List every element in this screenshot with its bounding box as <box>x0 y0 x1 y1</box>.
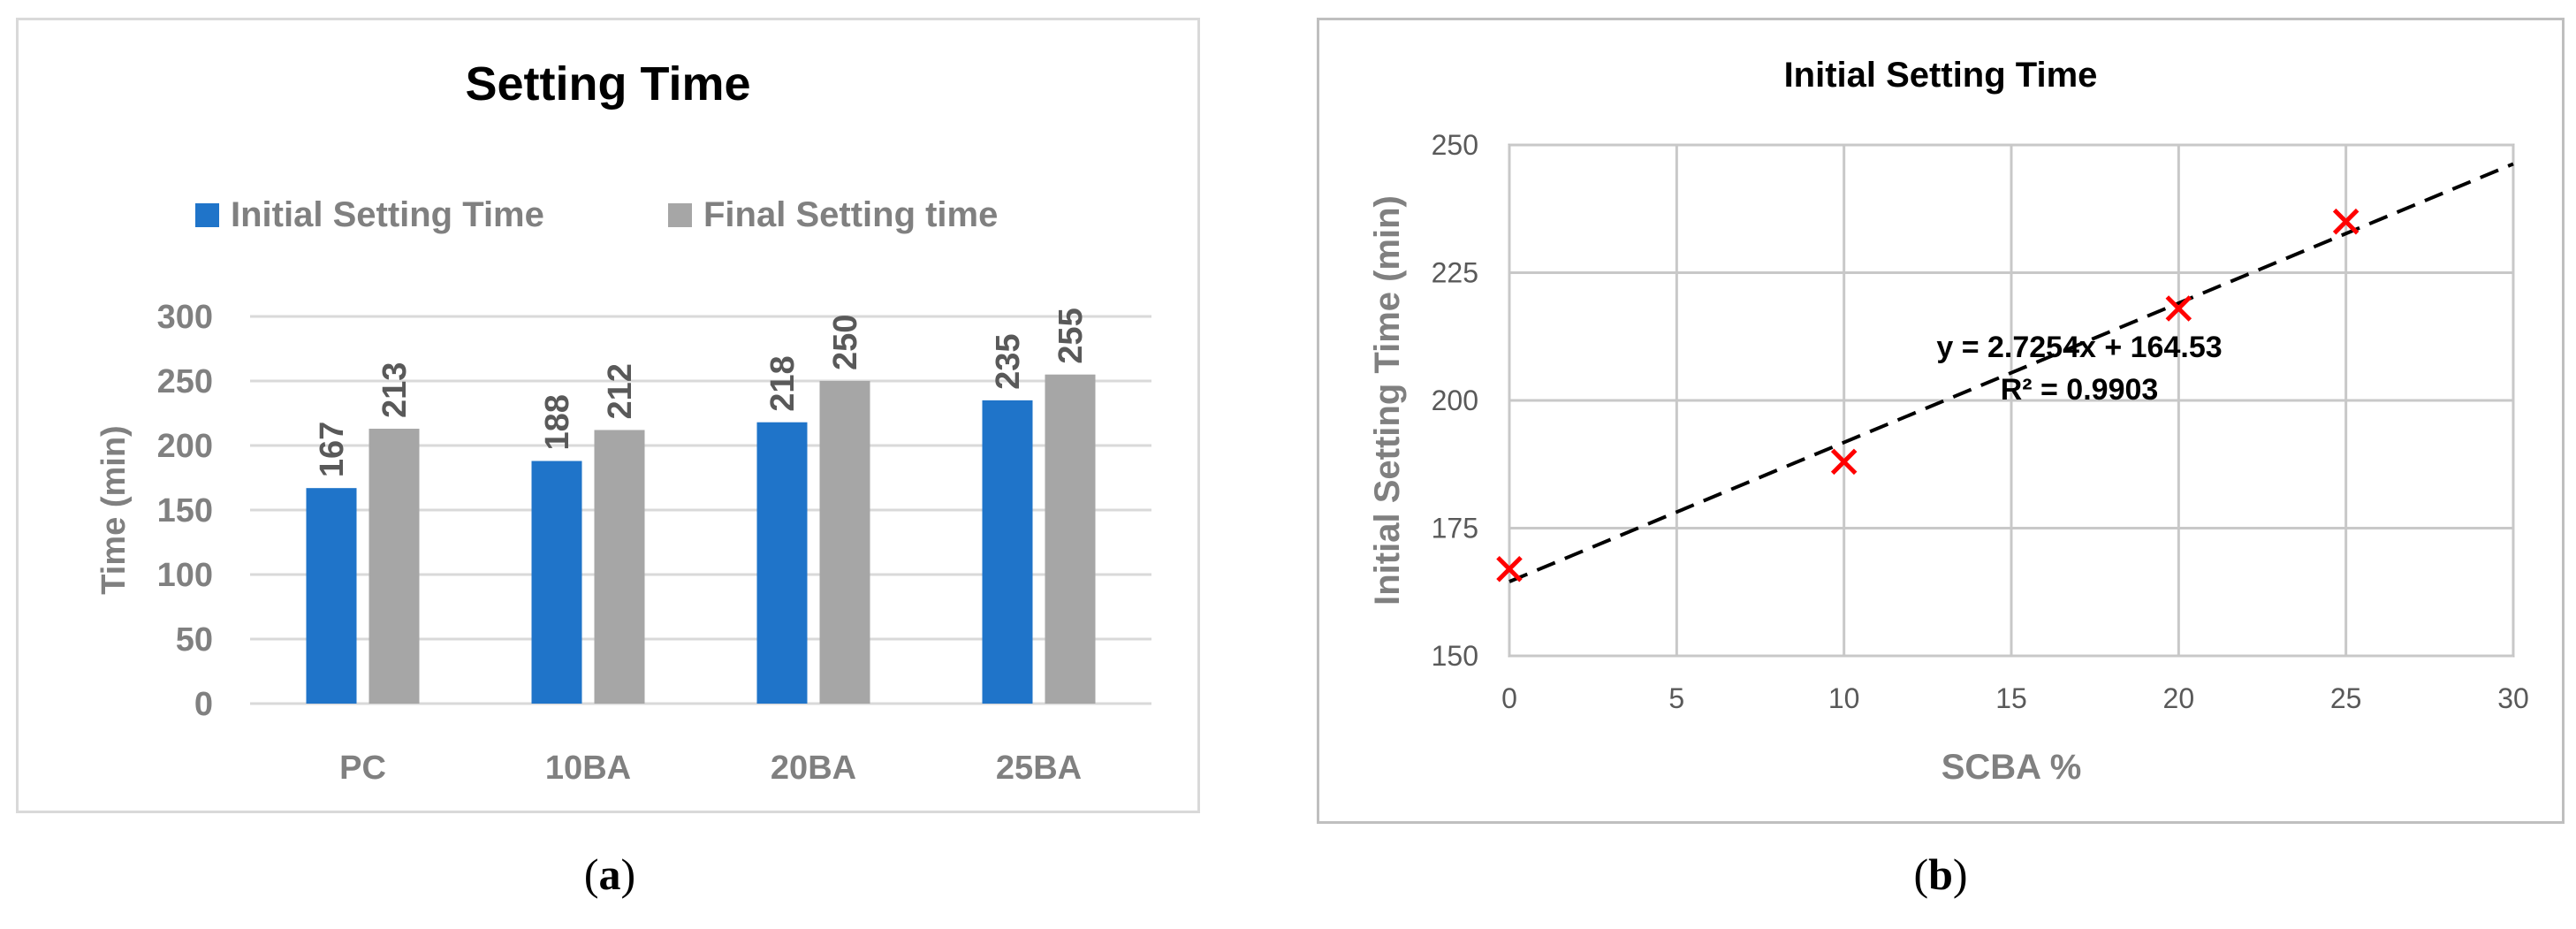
x-tick-label: PC <box>339 750 386 787</box>
x-tick-label: 20BA <box>771 750 856 787</box>
caption-a: (a) <box>583 849 636 899</box>
marker-stroke <box>1830 448 1858 476</box>
bar-initial-pc <box>306 488 357 704</box>
trendline <box>1508 162 2514 583</box>
y-tick-label: 50 <box>176 621 213 659</box>
initial-setting-time-scatter-chart: Initial Setting Time 0 5 10 15 20 25 30 150 175 20… <box>1368 56 2529 787</box>
trendline-annotation-0: y = 2.7254x + 164.53 <box>1936 331 2222 364</box>
x-tick-label: 0 <box>1501 682 1517 714</box>
marker-stroke <box>2332 208 2359 235</box>
y-tick-label: 100 <box>157 557 213 594</box>
y-tick-label: 150 <box>157 492 213 529</box>
x-tick-label: 20 <box>2163 682 2195 714</box>
data-label: 188 <box>539 394 576 450</box>
y-tick-label: 0 <box>194 686 213 723</box>
y-tick-label: 250 <box>157 363 213 400</box>
chart-title: Initial Setting Time <box>1784 56 2098 95</box>
x-tick-label: 15 <box>1995 682 2027 714</box>
y-tick-label: 200 <box>157 428 213 465</box>
bar-final-10ba <box>594 430 645 704</box>
setting-time-bar-chart: Setting Time Initial Setting Time Final Se… <box>95 57 1151 787</box>
data-label: 213 <box>376 362 414 418</box>
marker-stroke <box>1496 555 1523 583</box>
caption-b: (b) <box>1913 849 1968 899</box>
trendline-annotation-1: R² = 0.9903 <box>2001 373 2159 407</box>
x-tick-label: 25BA <box>996 750 1082 787</box>
bar-chart-panel: Setting Time Initial Setting Time Final Se… <box>16 18 1200 813</box>
bar-initial-20ba <box>756 422 808 704</box>
y-tick-label: 225 <box>1432 257 1478 289</box>
legend-label-0: Initial Setting Time <box>231 195 544 234</box>
y-axis-label: Time (min) <box>95 425 133 594</box>
y-tick-label: 200 <box>1432 385 1478 416</box>
marker-stroke <box>2165 295 2192 322</box>
x-tick-label: 25 <box>2330 682 2362 714</box>
y-axis-label: Initial Setting Time (min) <box>1368 195 1407 605</box>
legend-swatch-0 <box>195 203 219 227</box>
data-label: 235 <box>990 333 1027 389</box>
bar-initial-25ba <box>982 400 1033 704</box>
y-tick-label: 175 <box>1432 513 1478 544</box>
data-label: 167 <box>314 422 351 477</box>
x-tick-label: 30 <box>2497 682 2529 714</box>
bar-final-20ba <box>819 381 870 704</box>
x-tick-label: 10BA <box>545 750 631 787</box>
x-tick-label: 5 <box>1668 682 1684 714</box>
bar-initial-10ba <box>531 461 582 704</box>
y-tick-label: 150 <box>1432 640 1478 672</box>
y-tick-label: 250 <box>1432 129 1478 161</box>
legend-swatch-1 <box>668 203 692 227</box>
scatter-chart-panel: Initial Setting Time 0 5 10 15 20 25 30 150 175 20… <box>1317 18 2565 824</box>
data-point-3 <box>2332 208 2359 235</box>
x-axis-label: SCBA % <box>1941 748 2082 787</box>
data-label: 250 <box>827 315 864 370</box>
bar-final-25ba <box>1045 374 1096 704</box>
chart-title: Setting Time <box>465 57 750 110</box>
bar-final-pc <box>369 429 420 704</box>
data-point-1 <box>1830 448 1858 476</box>
y-tick-label: 300 <box>157 299 213 336</box>
legend-label-1: Final Setting time <box>703 195 998 234</box>
data-point-0 <box>1496 555 1523 583</box>
x-tick-label: 10 <box>1828 682 1860 714</box>
data-label: 255 <box>1052 308 1090 363</box>
data-label: 212 <box>602 363 639 419</box>
data-point-2 <box>2165 295 2192 322</box>
data-label: 218 <box>764 355 802 411</box>
